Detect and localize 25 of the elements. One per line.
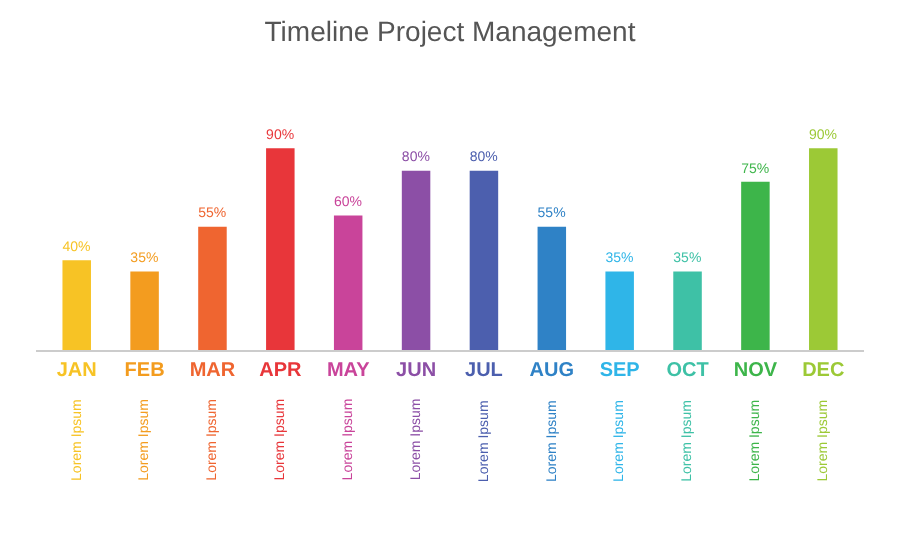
bar [266,148,295,350]
bar [537,226,567,350]
bar [62,260,91,350]
x-tick-label: JUN [396,360,437,382]
bar [130,271,159,350]
x-tick-label: JAN [56,360,97,382]
x-tick-label: NOV [733,360,778,382]
bar [605,271,634,350]
bar [673,271,702,350]
x-tick-label: APR [259,360,303,382]
bar [333,215,363,350]
x-tick-label: OCT [666,360,709,382]
x-tick-label: MAR [189,360,237,382]
x-tick-label: DEC [802,360,845,382]
bar [469,170,499,350]
x-tick-label: JUL [465,360,503,382]
x-tick-label: FEB [124,360,165,382]
x-tick-label: SEP [599,360,641,382]
bar [809,148,838,350]
x-tick-label: AUG [529,360,575,382]
bar [198,226,227,350]
bar [401,170,431,350]
chart-title: Timeline Project Management [264,15,636,48]
bar [741,181,770,350]
x-tick-label: MAY [326,360,371,382]
